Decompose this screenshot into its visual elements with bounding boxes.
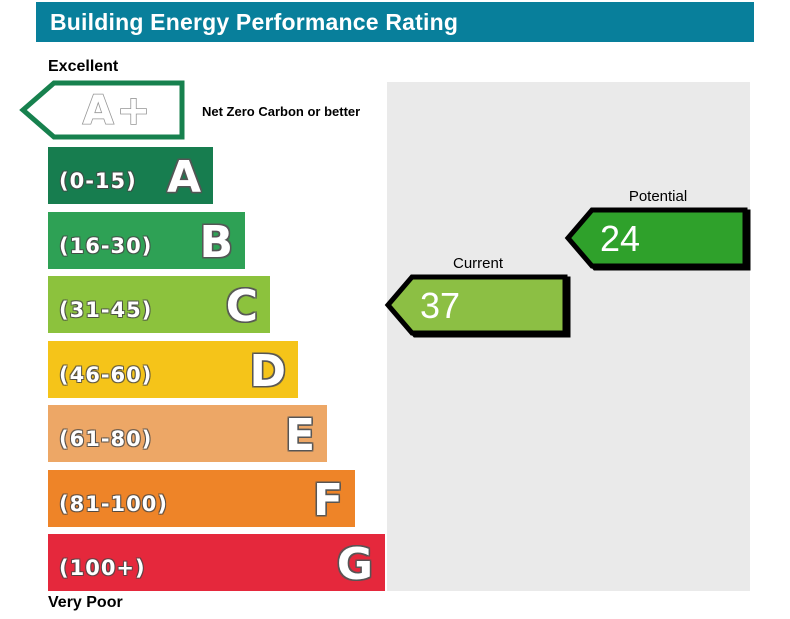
band-range-label: (16-30) (59, 234, 153, 258)
chart-title: Building Energy Performance Rating (50, 8, 459, 35)
current-arrow-shape (384, 274, 568, 336)
rating-band: (16-30) B (48, 212, 245, 269)
rating-band: (81-100) F (48, 470, 355, 527)
scale-worst-label: Very Poor (48, 594, 123, 611)
band-grade-letter: A (166, 152, 201, 203)
band-range-label: (100+) (59, 556, 146, 580)
band-grade-letter: G (336, 539, 373, 590)
scale-best-label: Excellent (48, 58, 119, 75)
rating-band: (0-15) A (48, 147, 213, 204)
band-range-label: (81-100) (59, 492, 168, 516)
potential-marker-label: Potential (628, 188, 688, 205)
net-zero-note: Net Zero Carbon or better (202, 104, 361, 119)
potential-value: 24 (600, 218, 640, 259)
band-range-label: (46-60) (59, 363, 153, 387)
band-range-label: (0-15) (59, 169, 137, 193)
band-range-label: (61-80) (59, 427, 153, 451)
band-grade-letter: D (249, 346, 286, 397)
potential-arrow-shape (564, 207, 748, 269)
potential-marker-arrow: 24 (564, 207, 748, 269)
chart-header: Building Energy Performance Rating (36, 2, 754, 42)
current-marker-arrow: 37 (384, 274, 568, 336)
current-marker-label: Current (452, 255, 504, 272)
band-grade-letter: F (312, 475, 343, 526)
net-zero-arrow-shape (19, 80, 185, 140)
rating-band: (31-45) C (48, 276, 270, 333)
rating-band: (100+) G (48, 534, 385, 591)
current-value: 37 (420, 285, 460, 326)
band-range-label: (31-45) (59, 298, 153, 322)
band-grade-letter: B (199, 217, 233, 268)
band-grade-letter: E (284, 410, 315, 461)
net-zero-band-arrow: A+ (19, 80, 185, 140)
net-zero-grade-label: A+ (83, 88, 153, 134)
rating-panel-background (387, 82, 750, 591)
band-grade-letter: C (225, 281, 258, 332)
rating-band: (46-60) D (48, 341, 298, 398)
rating-band: (61-80) E (48, 405, 327, 462)
